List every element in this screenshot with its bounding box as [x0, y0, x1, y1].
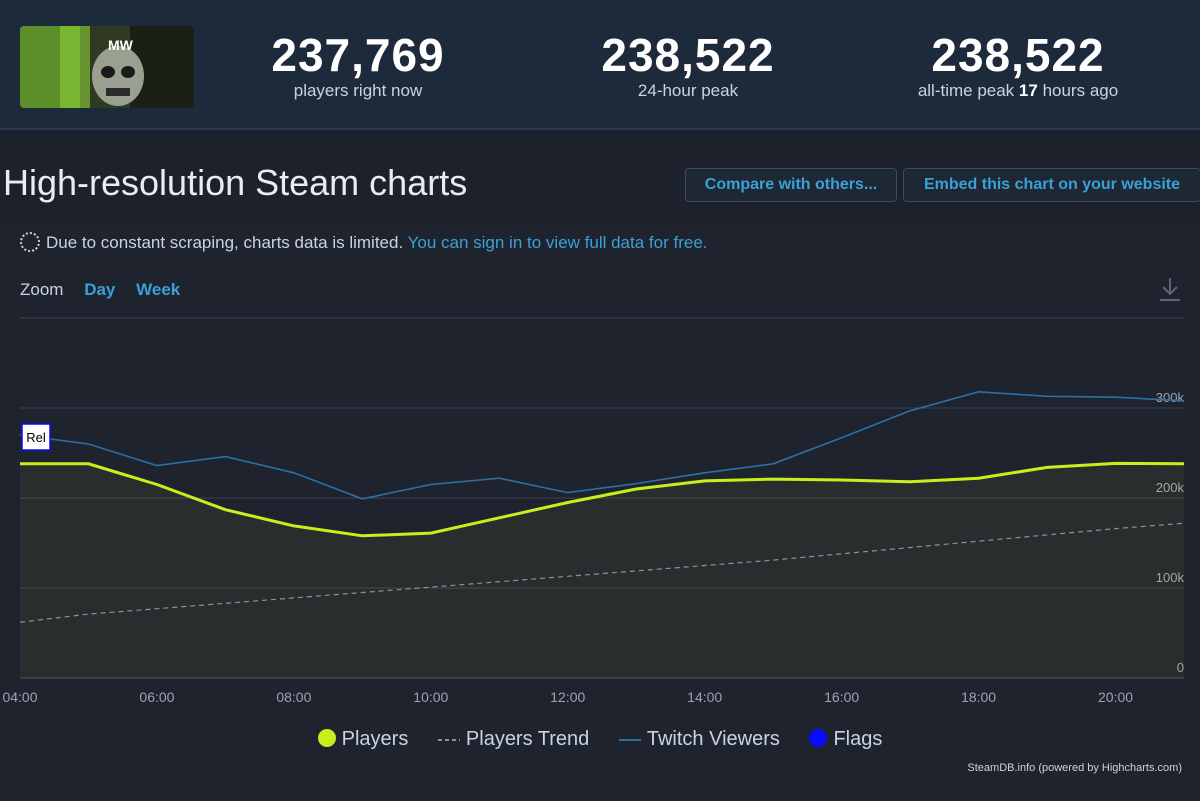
page-title: High-resolution Steam charts: [3, 162, 468, 203]
peak-24h-value: 238,522: [601, 29, 775, 81]
all-time-peak-value: 238,522: [931, 29, 1105, 81]
all-time-peak-label: all-time peak 17 hours ago: [888, 80, 1148, 102]
stat-24h-peak: 238,522 24-hour peak: [558, 30, 818, 102]
y-tick-label: 100k: [1156, 570, 1185, 585]
zoom-label: Zoom: [20, 280, 64, 299]
all-time-peak-label-post: hours ago: [1037, 81, 1119, 100]
y-tick-label: 0: [1177, 660, 1184, 675]
download-icon[interactable]: [1158, 276, 1182, 302]
players-now-label: players right now: [293, 81, 423, 100]
legend-players-label: Players: [341, 728, 409, 751]
series-players: [20, 461, 1185, 538]
peak-24h-label: 24-hour peak: [637, 81, 739, 100]
legend-twitch-label: Twitch Viewers: [646, 728, 780, 751]
x-tick-label: 04:00: [2, 689, 37, 705]
x-tick-label: 14:00: [687, 689, 722, 705]
x-tick-label: 20:00: [1098, 689, 1133, 705]
x-tick-label: 16:00: [824, 689, 859, 705]
sign-in-link[interactable]: You can sign in to view full data for fr…: [407, 233, 708, 252]
players-area: [20, 463, 1184, 678]
player-count-chart: 0 100k 200k 300k 04:00 06:00 08:00 10:00 12:00 14…: [2, 317, 1185, 705]
legend-trend-label: Players Trend: [465, 728, 590, 751]
zoom-week-button[interactable]: Week: [136, 280, 181, 299]
svg-text:MW: MW: [108, 37, 134, 53]
x-tick-label: 06:00: [139, 689, 174, 705]
legend-flags-marker: [809, 729, 828, 748]
legend-twitch-viewers[interactable]: Twitch Viewers: [618, 728, 780, 751]
y-tick-label: 300k: [1156, 390, 1185, 405]
legend-players-trend[interactable]: Players Trend: [437, 728, 590, 751]
data-limit-notice: Due to constant scraping, charts data is…: [20, 232, 708, 253]
chart-credit: SteamDB.info (powered by Highcharts.com): [967, 762, 1182, 774]
all-time-peak-label-pre: all-time peak: [917, 81, 1019, 100]
zoom-controls: Zoom Day Week: [20, 280, 180, 300]
zoom-day-button[interactable]: Day: [84, 280, 116, 299]
legend-trend-marker: [437, 738, 460, 741]
game-cover-image[interactable]: MW: [20, 26, 194, 108]
loading-icon: [20, 232, 40, 252]
chart-legend: Players Players Trend Twitch Viewers Fla…: [0, 728, 1200, 751]
legend-flags-label: Flags: [833, 728, 883, 751]
stat-players-now: 237,769 players right now: [228, 30, 488, 102]
legend-flags[interactable]: Flags: [809, 728, 882, 751]
players-now-value: 237,769: [271, 29, 445, 81]
notice-text: Due to constant scraping, charts data is…: [46, 233, 404, 252]
x-tick-label: 18:00: [961, 689, 996, 705]
stat-all-time-peak: 238,522 all-time peak 17 hours ago: [888, 30, 1148, 102]
legend-players-marker: [317, 729, 336, 748]
flag-label: Rel: [26, 430, 46, 445]
y-tick-label: 200k: [1156, 480, 1185, 495]
compare-button[interactable]: Compare with others...: [685, 168, 897, 202]
series-twitch-viewers: [19, 390, 1185, 500]
series-players-trend: [19, 522, 1185, 623]
all-time-peak-hours: 17: [1018, 81, 1038, 100]
x-tick-label: 08:00: [276, 689, 311, 705]
stats-header: MW 237,769 players right now 238,522 24-…: [0, 0, 1200, 130]
flag-marker: [21, 423, 51, 451]
x-tick-label: 12:00: [550, 689, 585, 705]
legend-players[interactable]: Players: [317, 728, 409, 751]
embed-chart-button[interactable]: Embed this chart on your website: [903, 168, 1200, 202]
legend-twitch-marker: [618, 738, 641, 741]
x-tick-label: 10:00: [413, 689, 448, 705]
